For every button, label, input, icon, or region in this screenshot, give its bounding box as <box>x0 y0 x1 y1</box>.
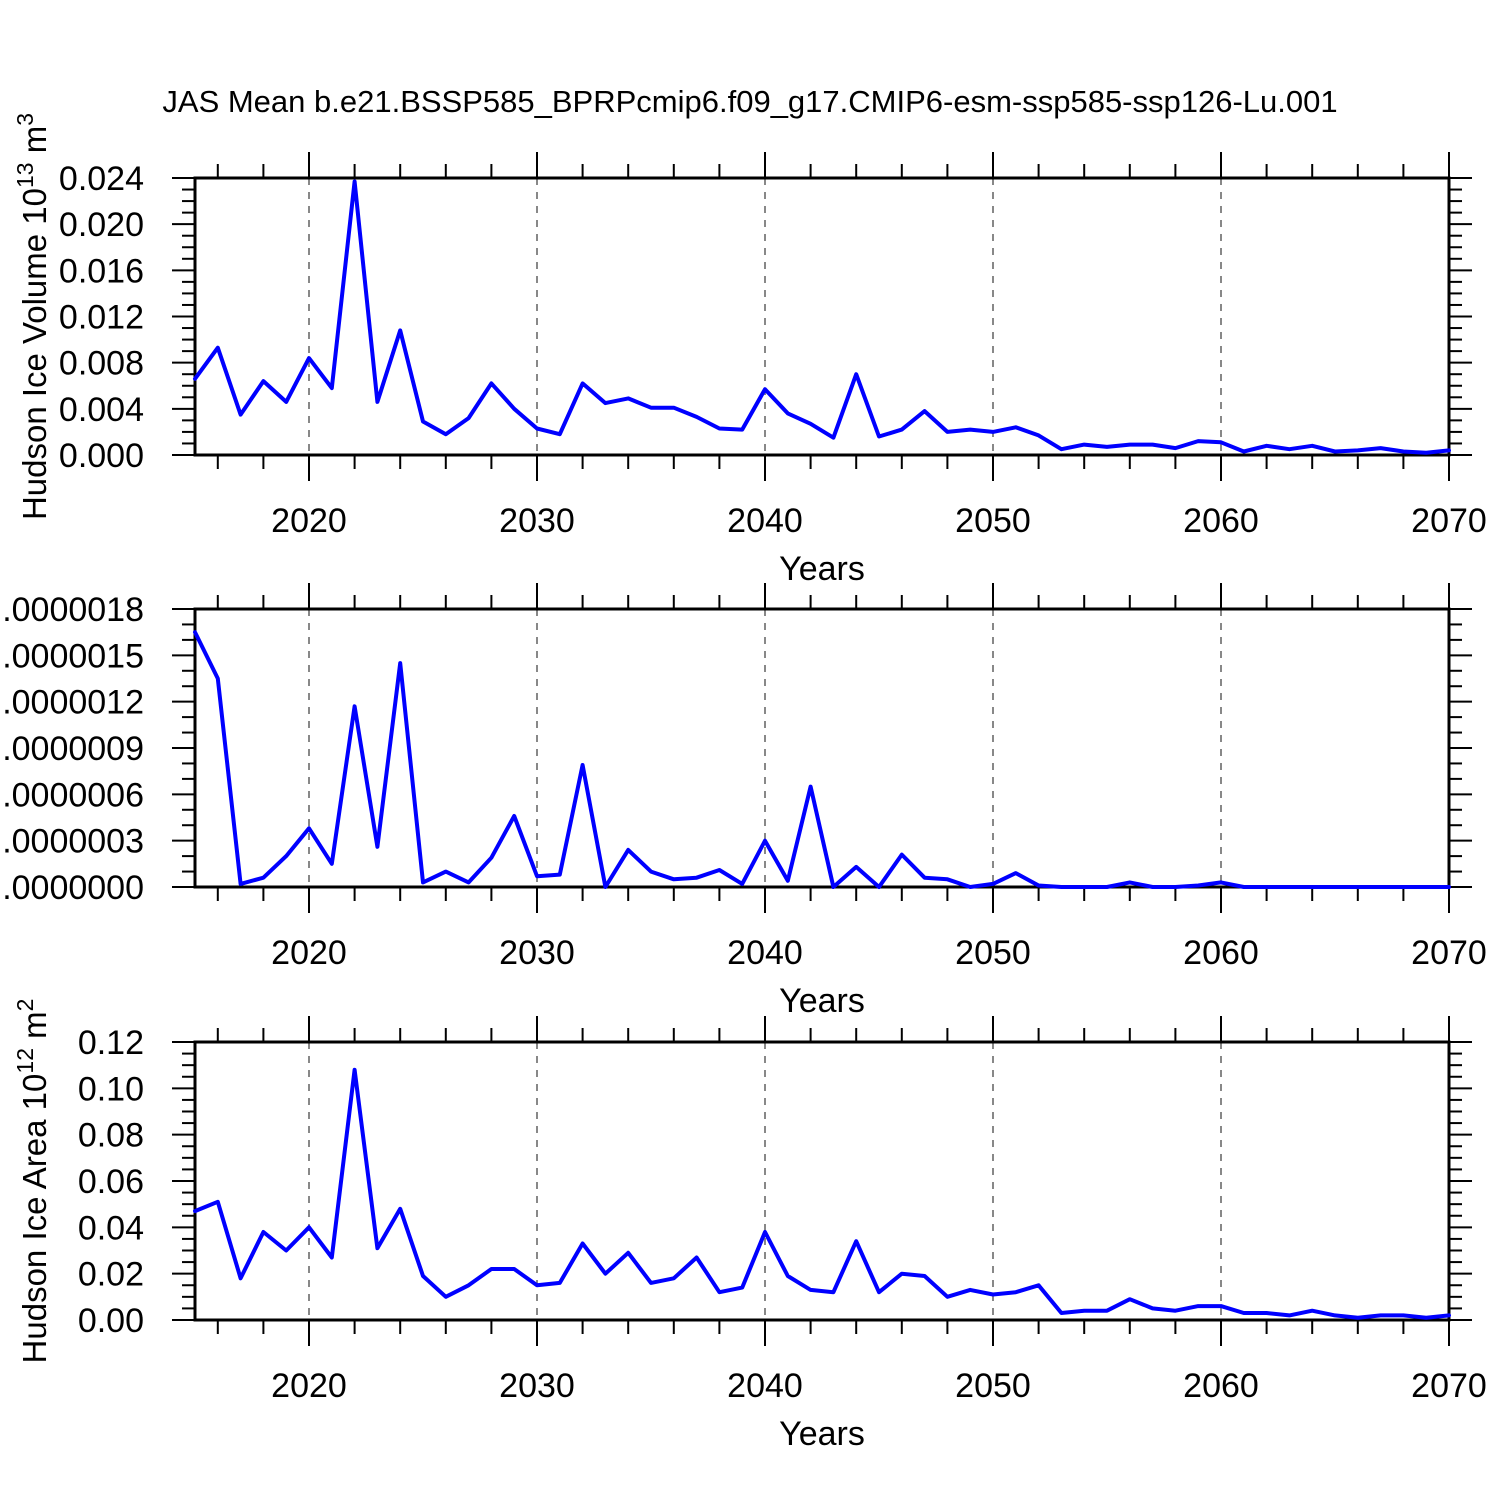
y-tick-label: .0000006 <box>2 776 144 814</box>
x-tick-label: 2070 <box>1411 934 1487 972</box>
x-axis-title: Years <box>779 982 865 1020</box>
x-tick-label: 2030 <box>499 934 575 972</box>
x-tick-label: 2060 <box>1183 934 1259 972</box>
y-axis-title-superscript: 3 <box>12 113 38 126</box>
y-tick-label: 0.12 <box>78 1024 144 1062</box>
y-tick-label: 0.00 <box>78 1302 144 1340</box>
y-axis-title-superscript: 2 <box>12 999 38 1012</box>
y-tick-label: 0.024 <box>59 160 144 198</box>
x-tick-label: 2020 <box>271 934 347 972</box>
panel-ice-area: 0.00 0.02 0.04 0.06 0.08 0.10 0.12 2020 2030 2040… <box>12 999 1487 1453</box>
x-tick-label: 2070 <box>1411 1367 1487 1405</box>
x-tick-label: 2070 <box>1411 502 1487 540</box>
panel-ice-volume: 0.000 0.004 0.008 0.012 0.016 0.020 0.024 2020 2… <box>12 113 1487 588</box>
y-tick-label: 0.04 <box>78 1209 144 1247</box>
x-tick-label: 2060 <box>1183 1367 1259 1405</box>
y-axis-title-superscript: 13 <box>12 162 38 188</box>
x-tick-label: 2060 <box>1183 502 1259 540</box>
x-tick-label: 2040 <box>727 502 803 540</box>
plot-frame <box>193 176 1451 457</box>
y-tick-label: 0.08 <box>78 1117 144 1155</box>
x-tick-label: 2030 <box>499 1367 575 1405</box>
y-axis-title: Hudson Ice Area 1012 m2 <box>12 999 53 1364</box>
data-line-ice-area <box>193 1067 1451 1320</box>
y-axis-title-superscript: 12 <box>12 1048 38 1074</box>
y-tick-label: 0.008 <box>59 345 144 383</box>
y-tick-label: .0000012 <box>2 684 144 722</box>
figure-title: JAS Mean b.e21.BSSP585_BPRPcmip6.f09_g17… <box>162 84 1337 119</box>
x-axis-title: Years <box>779 1415 865 1453</box>
y-tick-label: 0.10 <box>78 1070 144 1108</box>
x-tick-label: 2030 <box>499 502 575 540</box>
y-tick-label: 0.020 <box>59 206 144 244</box>
y-tick-label: 0.016 <box>59 252 144 290</box>
x-tick-label: 2020 <box>271 1367 347 1405</box>
y-tick-label: 0.004 <box>59 391 144 429</box>
x-tick-label: 2050 <box>955 934 1031 972</box>
x-axis-title: Years <box>779 550 865 588</box>
x-tick-label: 2050 <box>955 502 1031 540</box>
x-tick-label: 2040 <box>727 934 803 972</box>
y-axis-title-text: Hudson Ice Area 10 <box>16 1074 53 1364</box>
x-tick-label: 2050 <box>955 1367 1031 1405</box>
y-tick-label: .0000015 <box>2 637 144 675</box>
y-axis-title-text: m <box>16 126 53 163</box>
y-tick-label: .0000018 <box>2 591 144 629</box>
y-tick-label: 0.02 <box>78 1256 144 1294</box>
y-tick-label: .0000000 <box>2 869 144 907</box>
y-axis-title-text: m <box>16 1011 53 1048</box>
plot-frame <box>193 607 1451 889</box>
plot-frame <box>193 1040 1451 1322</box>
y-tick-label: 0.06 <box>78 1163 144 1201</box>
y-axis-title-text: Hudson Ice Volume 10 <box>16 188 53 520</box>
data-line-middle <box>193 630 1451 889</box>
x-tick-label: 2020 <box>271 502 347 540</box>
y-tick-label: .0000009 <box>2 730 144 768</box>
y-tick-label: 0.012 <box>59 299 144 337</box>
y-axis-title: Hudson Ice Volume 1013 m3 <box>12 113 53 520</box>
y-tick-label: 0.000 <box>59 437 144 475</box>
x-tick-label: 2040 <box>727 1367 803 1405</box>
y-tick-label: .0000003 <box>2 823 144 861</box>
data-line-ice-volume <box>193 179 1451 455</box>
panel-middle: .0000000 .0000003 .0000006 .0000009 .0000012… <box>2 583 1487 1020</box>
